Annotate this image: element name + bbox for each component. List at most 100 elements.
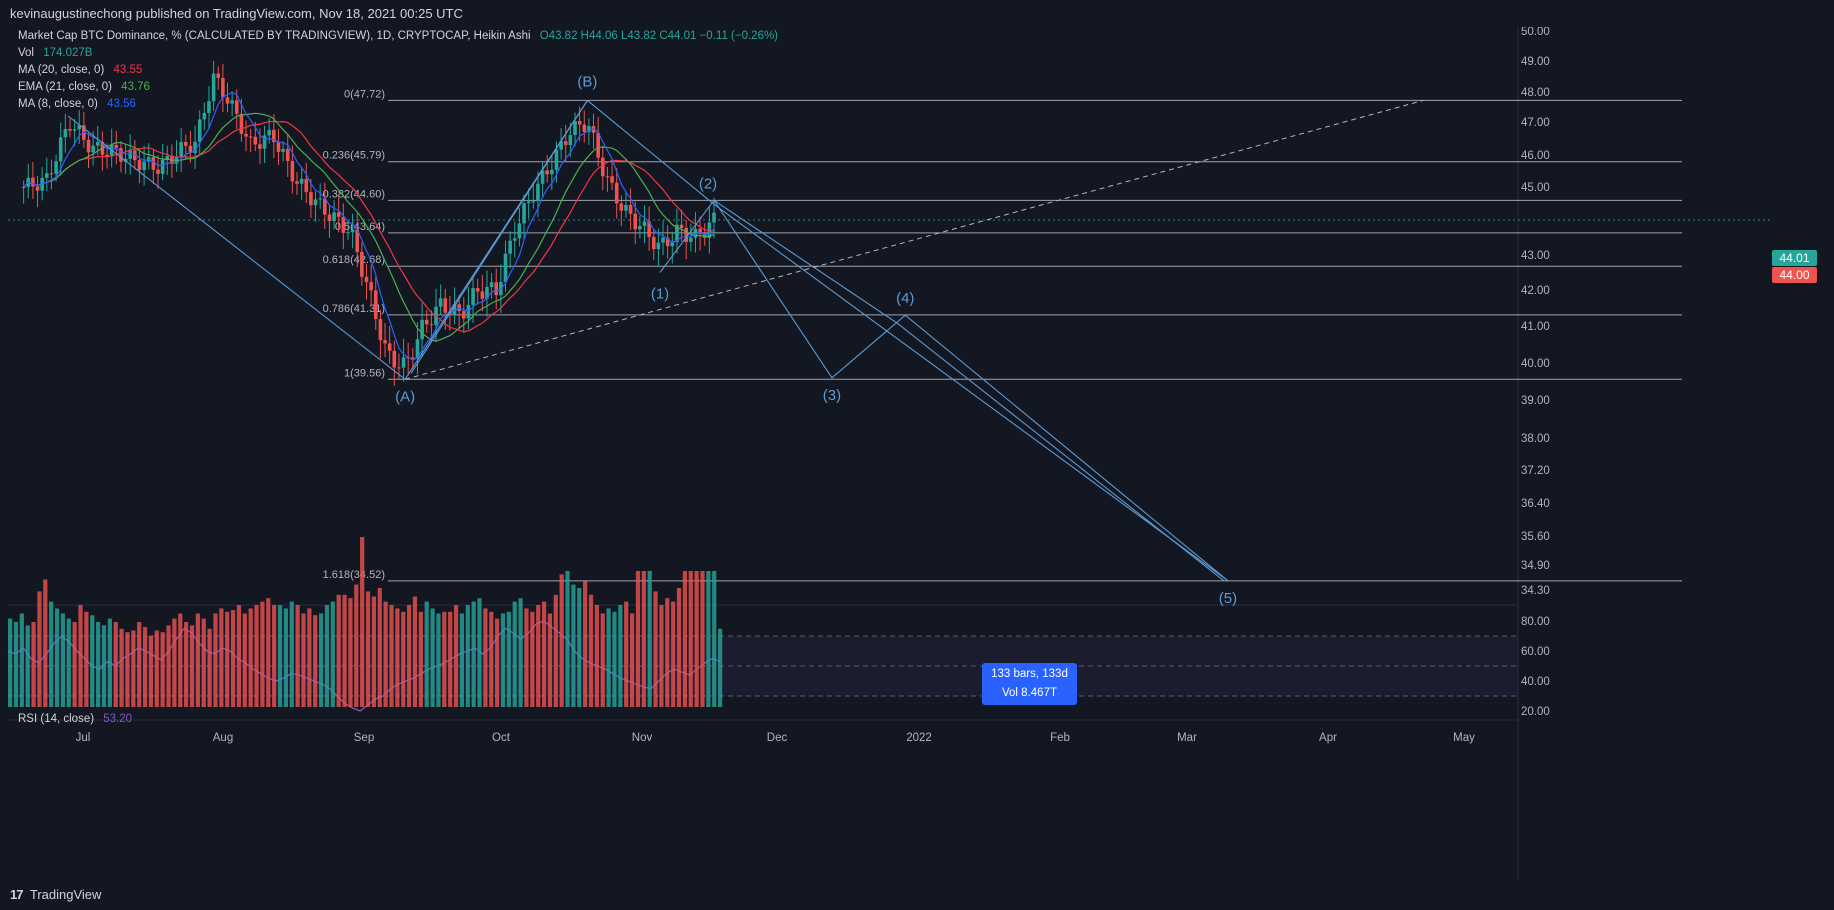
candle-body: [420, 319, 424, 340]
candle-body: [313, 199, 318, 206]
volume-bar: [84, 611, 89, 707]
volume-bar: [283, 608, 288, 707]
candle-body: [675, 224, 679, 243]
candle-body: [633, 213, 638, 230]
candle-body: [651, 236, 656, 250]
wave-label: (4): [896, 290, 914, 307]
candle-body: [563, 141, 568, 146]
candle-body: [522, 203, 526, 224]
candle-body: [133, 150, 137, 161]
price-axis-label: 46.00: [1521, 150, 1550, 162]
time-axis-label: Aug: [213, 732, 233, 744]
volume-bar: [54, 608, 60, 707]
price-axis-label: 34.30: [1521, 585, 1550, 597]
candle-body: [411, 357, 415, 359]
candle-body: [346, 232, 350, 234]
rsi-axis-label: 20.00: [1521, 706, 1550, 718]
wave-line: [587, 99, 1229, 582]
volume-bar: [348, 598, 353, 707]
volume-bar: [500, 613, 506, 707]
volume-bar: [477, 598, 482, 707]
legend-ema21: EMA (21, close, 0) 43.76: [18, 81, 150, 93]
candle-body: [503, 253, 508, 282]
candle-body: [508, 240, 512, 254]
time-axis-label: Apr: [1319, 732, 1337, 744]
price-axis-label: 36.40: [1521, 498, 1550, 510]
price-axis-label: 39.00: [1521, 395, 1550, 407]
volume-bar: [113, 622, 118, 707]
volume-bar: [195, 613, 200, 707]
volume-bar: [354, 584, 359, 707]
volume-bar: [612, 611, 617, 707]
candle-body: [573, 121, 577, 135]
candle-body: [151, 157, 156, 170]
candle-body: [95, 141, 100, 146]
candle-body: [494, 282, 499, 296]
volume-bar: [395, 608, 400, 707]
wave-label: (2): [699, 175, 717, 192]
volume-bar: [665, 598, 670, 707]
volume-bar: [588, 594, 594, 707]
candle-body: [540, 170, 545, 184]
candle-body: [45, 173, 49, 178]
legend-rsi-label: RSI (14, close): [18, 713, 95, 725]
volume-bar: [512, 601, 517, 707]
candle-body: [184, 142, 188, 146]
volume-bar: [448, 611, 453, 707]
measure-vol: Vol 8.467T: [1002, 687, 1057, 699]
volume-bar: [618, 605, 623, 707]
candle-body: [610, 176, 614, 183]
candle-body: [485, 286, 489, 299]
volume-bar: [377, 588, 382, 707]
candle-body: [63, 129, 68, 138]
wave-line: [659, 199, 1229, 582]
candle-body: [179, 142, 183, 157]
candle-body: [489, 282, 494, 287]
candle-body: [350, 229, 355, 233]
candle-body: [207, 101, 211, 114]
candle-body: [234, 100, 239, 114]
legend-vol: Vol 174.027B: [18, 47, 92, 59]
candle-body: [360, 251, 364, 277]
volume-bar: [13, 622, 19, 707]
volume-bar: [272, 605, 277, 707]
candle-body: [628, 204, 633, 214]
volume-bar: [553, 594, 558, 707]
wave-label: (B): [577, 73, 597, 90]
ma20-line: [23, 120, 715, 333]
candle-body: [304, 178, 309, 193]
volume-bar: [8, 618, 13, 707]
volume-bar: [659, 605, 664, 707]
volume-bar: [207, 628, 212, 707]
candle-body: [512, 238, 517, 241]
candle-body: [336, 212, 341, 217]
candle-body: [471, 288, 475, 305]
wave-label: (1): [651, 286, 669, 303]
volume-bar: [536, 605, 541, 707]
candle-body: [248, 136, 253, 138]
candle-body: [577, 121, 582, 125]
volume-bar: [624, 601, 629, 707]
volume-bar: [184, 622, 189, 707]
volume-bar: [125, 632, 130, 707]
volume-bar: [72, 622, 77, 707]
volume-bar: [465, 605, 470, 707]
footer-brand[interactable]: TradingView: [29, 887, 102, 902]
volume-bar: [436, 613, 441, 707]
volume-bar: [606, 608, 611, 707]
price-axis-label: 37.20: [1521, 465, 1550, 477]
volume-bar: [107, 618, 112, 707]
candle-body: [462, 311, 466, 319]
volume-bar: [565, 571, 570, 707]
candle-body: [276, 142, 281, 152]
volume-bar: [453, 605, 459, 707]
candle-body: [267, 129, 271, 136]
candle-body: [526, 201, 531, 204]
chart-canvas[interactable]: 50.00 49.00 48.00 47.00 46.00 45.00 43.00 42.00…: [0, 27, 1834, 880]
legend-rsi: RSI (14, close) 53.20: [18, 713, 132, 725]
volume-bar: [189, 625, 195, 707]
volume-bar: [37, 591, 42, 707]
volume-bar: [688, 571, 693, 707]
candle-body: [21, 187, 26, 188]
measure-info-box[interactable]: 133 bars, 133d Vol 8.467T: [982, 663, 1077, 705]
